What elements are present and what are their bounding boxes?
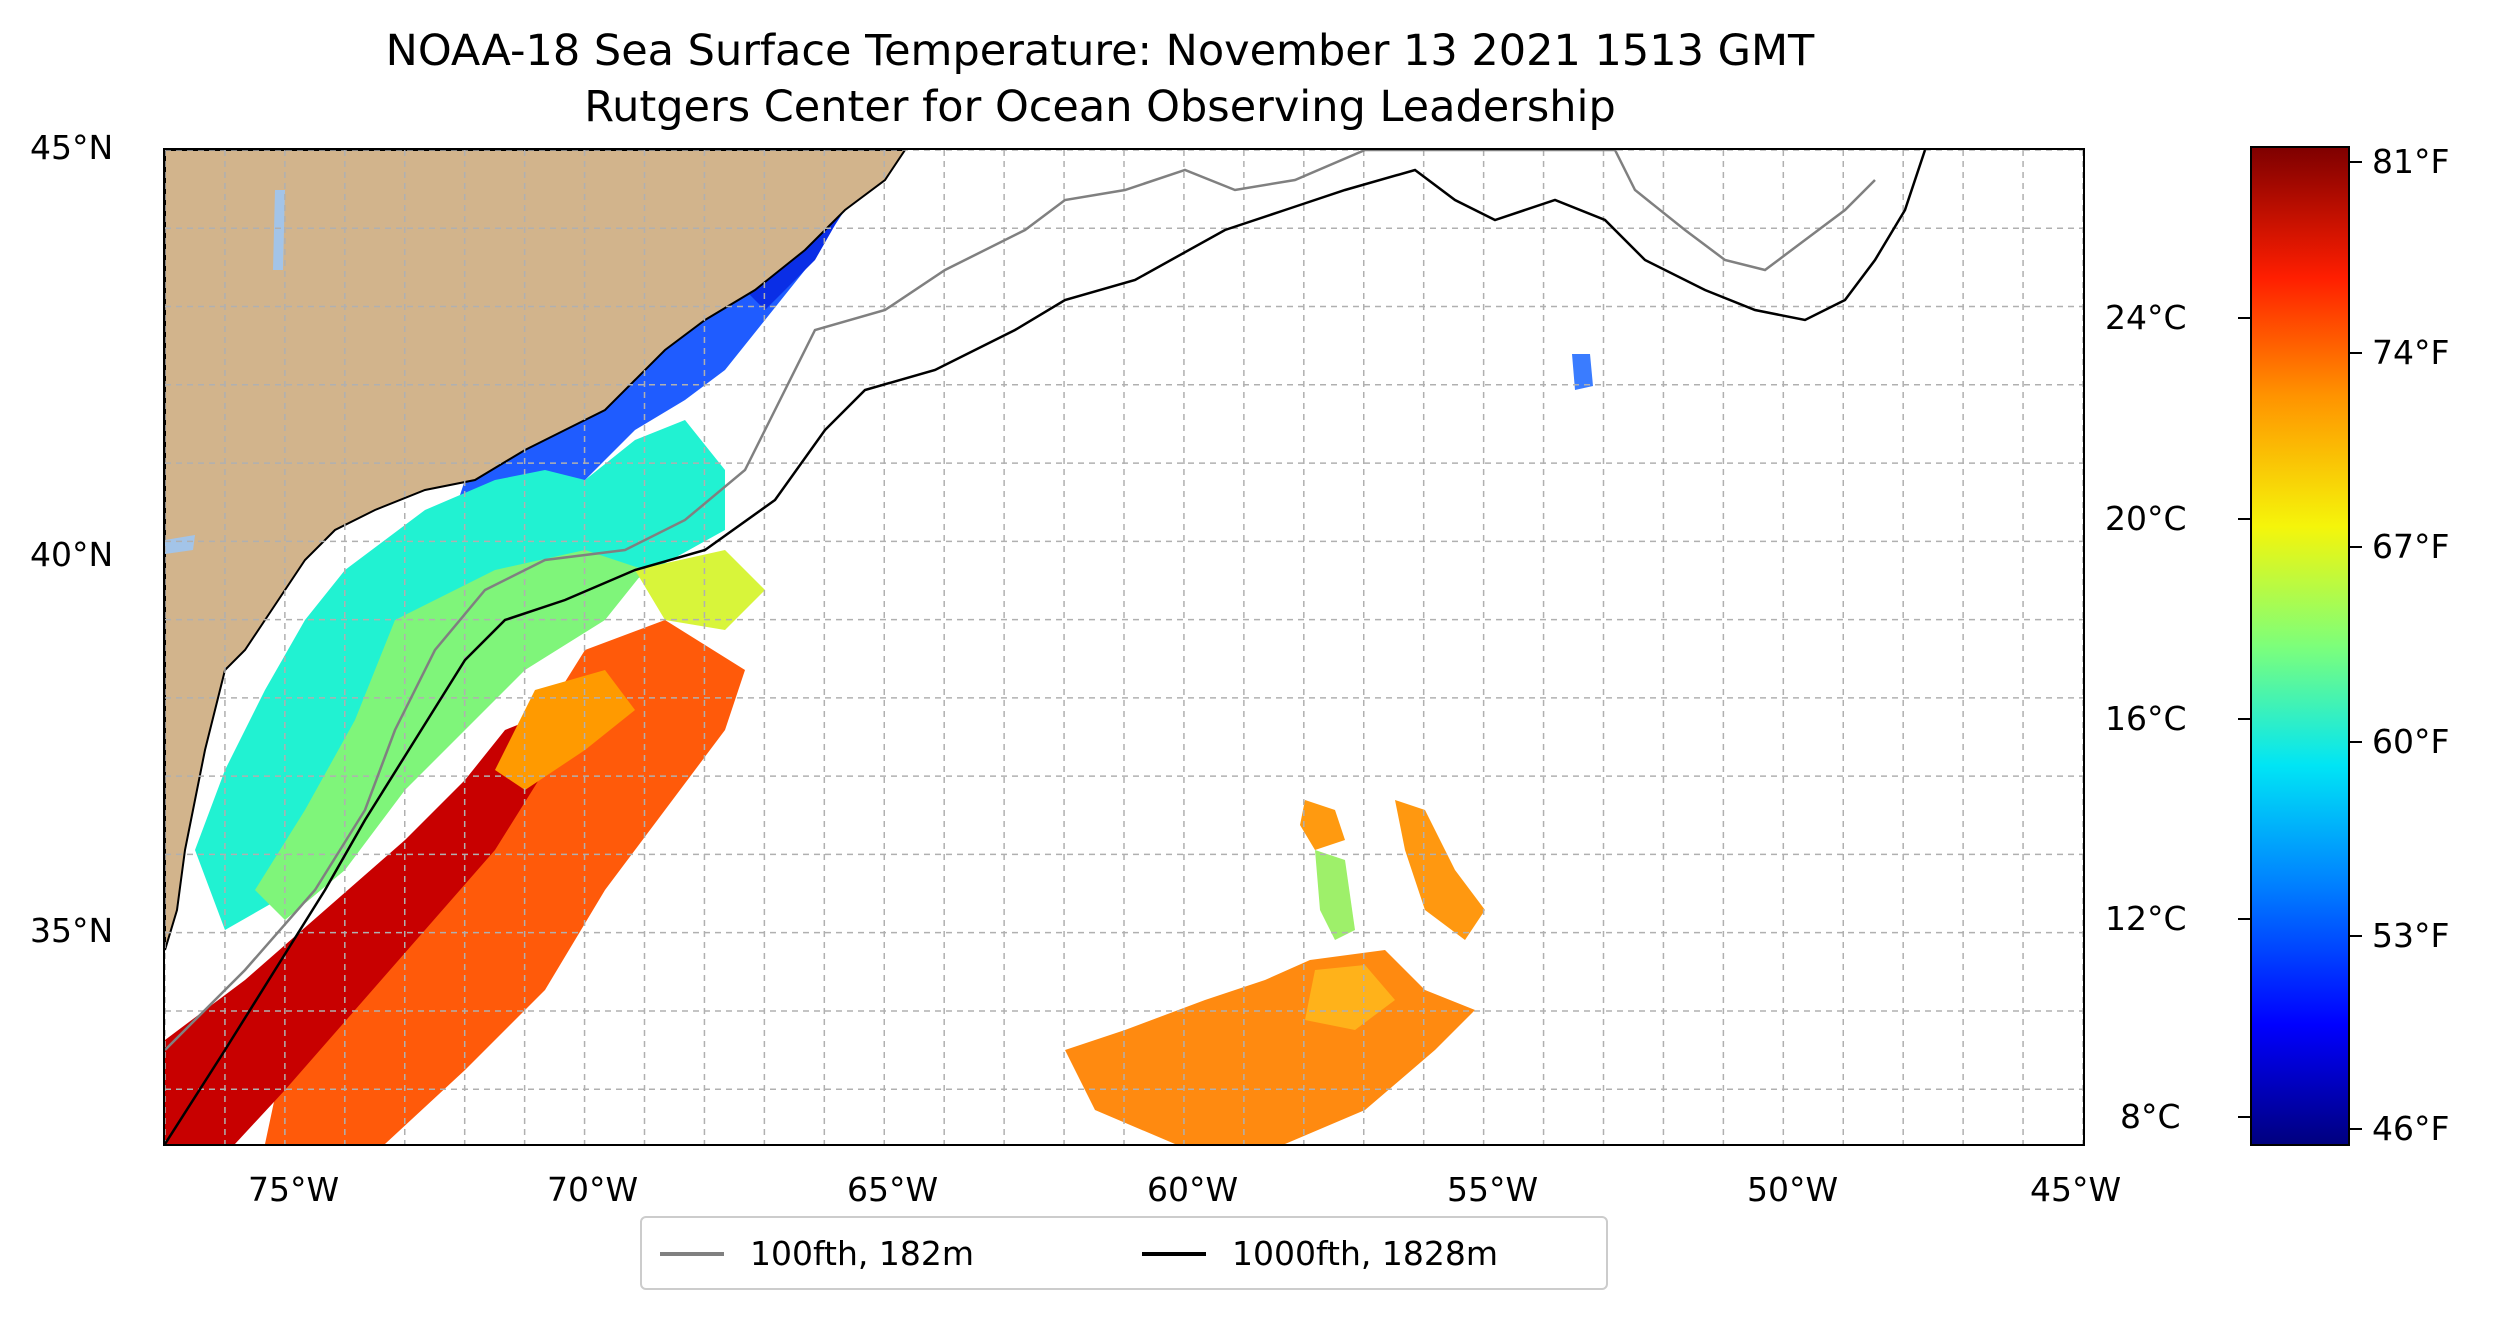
isobaths (165, 150, 1927, 1144)
colorbar-fahrenheit-label: 53°F (2372, 916, 2450, 955)
lat-tick-label: 40°N (30, 535, 114, 574)
map-panel (163, 148, 2085, 1146)
lake-patch (165, 535, 195, 554)
colorbar-tick (2350, 352, 2362, 354)
map-subtitle: Rutgers Center for Ocean Observing Leade… (584, 82, 1616, 132)
sst-field (165, 150, 1593, 1144)
colorbar-tick (2238, 518, 2250, 520)
colorbar-fahrenheit-label: 46°F (2372, 1109, 2450, 1148)
sst-east-patch-2 (1305, 965, 1395, 1030)
colorbar-tick (2350, 741, 2362, 743)
map-canvas (165, 150, 2083, 1144)
colorbar (2250, 146, 2350, 1146)
sst-yellow-edge (635, 550, 765, 630)
colorbar-celsius-label: 16°C (2105, 699, 2187, 738)
lon-tick-label: 65°W (847, 1170, 939, 1209)
colorbar-celsius-label: 8°C (2120, 1097, 2181, 1136)
sst-gulf-stream-edge (495, 670, 635, 790)
lon-tick-label: 75°W (248, 1170, 340, 1209)
colorbar-fahrenheit-label: 81°F (2372, 142, 2450, 181)
map-title: NOAA-18 Sea Surface Temperature: Novembe… (385, 26, 1815, 76)
colorbar-celsius-label: 24°C (2105, 298, 2187, 337)
colorbar-tick (2350, 1128, 2362, 1130)
lat-tick-label: 35°N (30, 911, 114, 950)
colorbar-fahrenheit-label: 60°F (2372, 722, 2450, 761)
lon-tick-label: 50°W (1747, 1170, 1839, 1209)
lon-tick-label: 60°W (1147, 1170, 1239, 1209)
colorbar-tick (2238, 918, 2250, 920)
sst-shelf-mid (255, 550, 645, 920)
colorbar-tick (2238, 718, 2250, 720)
map-legend: 100fth, 182m 1000fth, 1828m (640, 1216, 1608, 1290)
colorbar-celsius-label: 20°C (2105, 499, 2187, 538)
legend-swatch (660, 1252, 724, 1256)
colorbar-tick (2350, 935, 2362, 937)
colorbar-tick (2238, 317, 2250, 319)
colorbar-fahrenheit-label: 67°F (2372, 527, 2450, 566)
colorbar-celsius-label: 12°C (2105, 899, 2187, 938)
sst-east-patch-4 (1395, 800, 1485, 940)
isobath-100fth (165, 150, 1876, 1051)
colorbar-tick (2350, 546, 2362, 548)
lon-tick-label: 55°W (1447, 1170, 1539, 1209)
gridlines (165, 150, 2083, 1144)
lon-tick-label: 45°W (2030, 1170, 2122, 1209)
sst-slope-warm (265, 620, 745, 1144)
colorbar-tick (2350, 161, 2362, 163)
lat-tick-label: 45°N (30, 128, 114, 167)
land (165, 150, 907, 951)
sst-east-patch-3 (1300, 800, 1345, 850)
colorbar-fahrenheit-label: 74°F (2372, 333, 2450, 372)
lake-champlain (273, 190, 285, 270)
colorbar-tick (2238, 1116, 2250, 1118)
sst-north-blob (1572, 354, 1593, 390)
lon-tick-label: 70°W (547, 1170, 639, 1209)
sst-gulf-stream (165, 710, 555, 1144)
legend-label: 100fth, 182m (750, 1234, 974, 1273)
land-new-england (165, 150, 907, 951)
legend-swatch (1142, 1252, 1206, 1256)
isobath-1000fth (165, 150, 1927, 1144)
sst-east-patch-5 (1315, 850, 1355, 940)
sst-east-patch-1 (1065, 950, 1475, 1144)
legend-entry-1000fth: 1000fth, 1828m (1142, 1232, 1592, 1276)
legend-entry-100fth: 100fth, 182m (660, 1232, 1090, 1276)
legend-label: 1000fth, 1828m (1232, 1234, 1498, 1273)
